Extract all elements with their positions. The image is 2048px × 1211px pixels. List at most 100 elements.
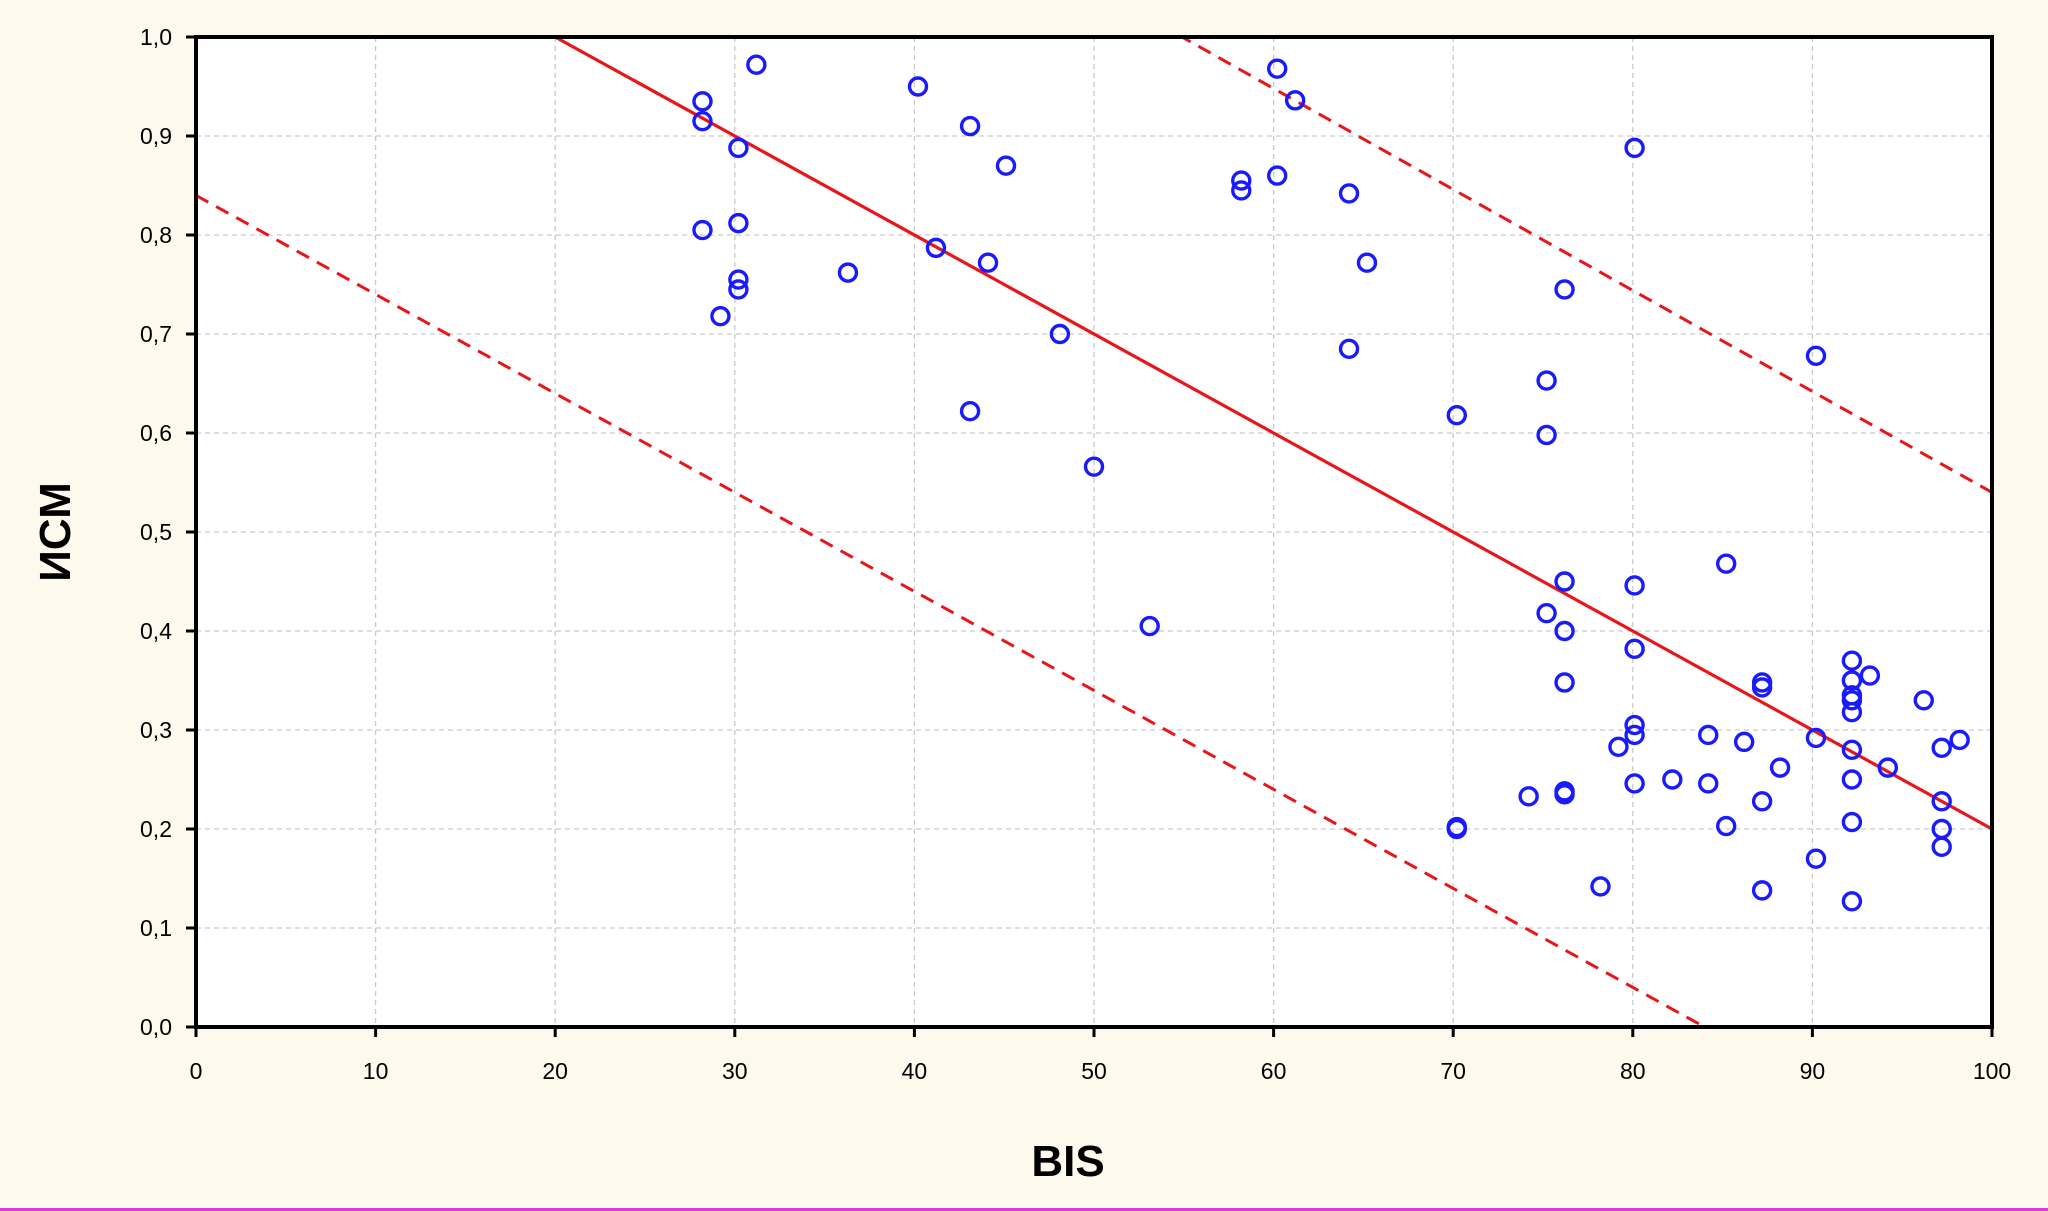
data-point	[1049, 323, 1071, 345]
x-tick-label: 100	[1973, 1058, 2011, 1084]
y-tick-label: 0,5	[140, 519, 172, 545]
data-point	[1554, 672, 1575, 693]
data-point	[1841, 650, 1863, 671]
y-tick-label: 0,2	[140, 816, 172, 842]
data-point	[1446, 818, 1467, 840]
data-point	[1536, 370, 1557, 391]
data-point	[1841, 811, 1863, 833]
data-point	[1518, 786, 1539, 807]
y-tick-label: 0,8	[140, 222, 172, 248]
data-point	[1733, 731, 1755, 753]
data-point	[1931, 791, 1952, 812]
x-tick-label: 40	[902, 1058, 928, 1084]
y-axis-title: ИСМ	[31, 482, 80, 581]
y-tick-label: 0,4	[140, 618, 172, 644]
data-point	[1769, 757, 1791, 778]
confidence-band-line	[196, 194, 1708, 1027]
data-point	[1624, 724, 1645, 746]
x-tick-label: 20	[542, 1058, 568, 1084]
data-points	[692, 54, 1970, 912]
data-point	[1949, 729, 1970, 751]
data-point	[1805, 727, 1827, 749]
data-point	[1536, 602, 1557, 624]
fit-lines	[196, 37, 1992, 1027]
x-tick-label: 60	[1261, 1058, 1287, 1084]
plot-border	[194, 35, 1994, 1029]
x-tick-label: 70	[1440, 1058, 1466, 1084]
data-point	[959, 115, 981, 137]
y-tick-label: 0,6	[140, 420, 172, 446]
data-point	[907, 76, 929, 97]
data-point	[1913, 690, 1934, 711]
data-point	[710, 305, 731, 327]
data-point	[1715, 553, 1737, 574]
data-point	[692, 219, 713, 241]
data-point	[977, 252, 999, 273]
data-point	[1624, 638, 1645, 660]
x-axis-title: BIS	[1031, 1137, 1104, 1186]
y-tick-label: 0,0	[140, 1014, 172, 1040]
x-tick-label: 80	[1620, 1058, 1646, 1084]
data-point	[837, 262, 859, 283]
data-point	[1231, 180, 1252, 201]
data-point	[1698, 773, 1719, 794]
data-point	[1231, 170, 1252, 191]
data-point	[1698, 724, 1719, 746]
data-point	[1554, 279, 1575, 300]
data-point	[1554, 571, 1575, 592]
data-point	[1841, 670, 1863, 691]
data-point	[1624, 714, 1645, 736]
x-tick-label: 90	[1800, 1058, 1826, 1084]
data-point	[1841, 769, 1863, 790]
data-point	[1284, 90, 1306, 111]
data-point	[1751, 677, 1773, 698]
data-point	[1841, 891, 1863, 912]
data-point	[1608, 736, 1629, 758]
grid	[196, 37, 1992, 1027]
data-point	[728, 137, 749, 159]
data-point	[1859, 665, 1881, 686]
y-tick-label: 1,0	[140, 24, 172, 50]
data-point	[1841, 739, 1863, 760]
data-point	[1446, 404, 1467, 426]
data-point	[692, 91, 713, 112]
data-point	[1877, 757, 1899, 778]
data-point	[1139, 615, 1160, 637]
data-point	[1536, 424, 1557, 446]
data-point	[1266, 165, 1288, 186]
regression-line	[551, 37, 1992, 831]
data-point	[1554, 620, 1575, 642]
data-point	[1338, 183, 1360, 204]
data-point	[1841, 690, 1863, 711]
data-point	[959, 401, 981, 422]
data-point	[728, 279, 749, 300]
data-point	[1931, 836, 1952, 858]
y-tick-label: 0,7	[140, 321, 172, 347]
y-tick-label: 0,9	[140, 123, 172, 149]
data-point	[1715, 815, 1737, 837]
x-tick-label: 50	[1081, 1058, 1107, 1084]
data-point	[1841, 701, 1863, 723]
data-point	[1805, 345, 1827, 366]
data-point	[692, 110, 713, 132]
data-point	[1662, 769, 1683, 790]
data-point	[1554, 784, 1575, 805]
data-point	[1805, 848, 1827, 869]
data-point	[1356, 252, 1378, 273]
data-point	[1590, 876, 1611, 897]
data-point	[746, 54, 767, 75]
x-tick-label: 30	[722, 1058, 748, 1084]
data-point	[1624, 773, 1645, 794]
data-point	[1083, 456, 1105, 477]
data-point	[1266, 58, 1288, 79]
data-point	[728, 212, 749, 234]
data-point	[1751, 880, 1773, 901]
y-tick-label: 0,3	[140, 717, 172, 743]
data-point	[728, 269, 749, 290]
data-point	[925, 237, 947, 259]
data-point	[1338, 338, 1360, 360]
data-point	[1624, 137, 1645, 159]
data-point	[1624, 575, 1645, 596]
